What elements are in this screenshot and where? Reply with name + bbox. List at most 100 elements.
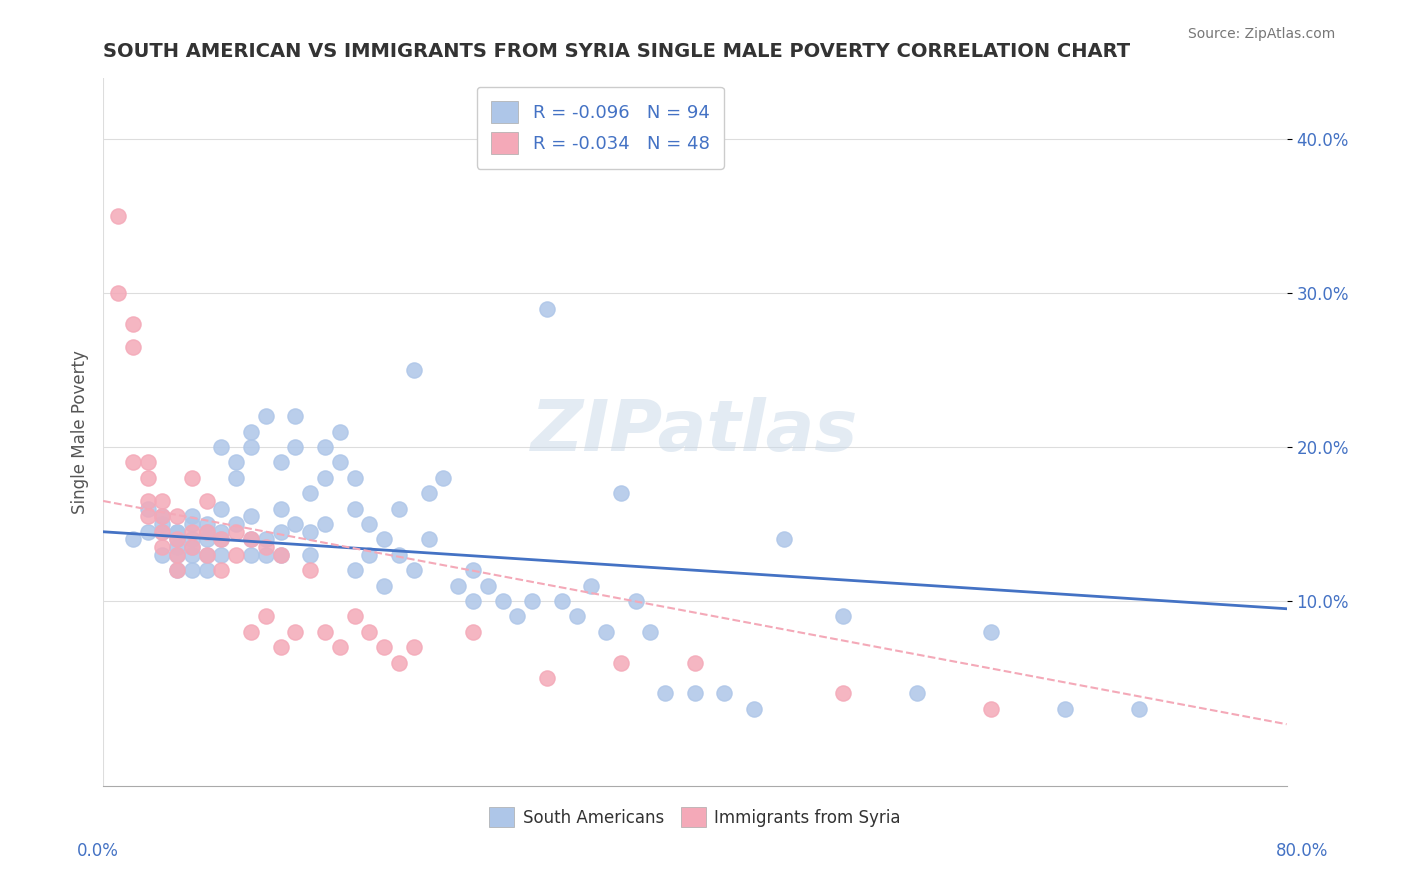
Point: [180, 540, 202, 554]
Point: [195, 548, 218, 562]
Point: [402, 363, 425, 377]
Point: [270, 548, 292, 562]
Point: [166, 524, 188, 539]
Point: [359, 624, 381, 639]
Point: [683, 656, 706, 670]
Point: [402, 640, 425, 655]
Point: [654, 686, 676, 700]
Point: [388, 501, 411, 516]
Point: [136, 494, 159, 508]
Point: [150, 517, 173, 532]
Legend: South Americans, Immigrants from Syria: South Americans, Immigrants from Syria: [482, 800, 907, 834]
Point: [461, 624, 484, 639]
Point: [225, 548, 247, 562]
Point: [314, 517, 336, 532]
Point: [270, 548, 292, 562]
Point: [1053, 702, 1076, 716]
Point: [195, 533, 218, 547]
Point: [299, 486, 322, 500]
Point: [180, 548, 202, 562]
Point: [195, 494, 218, 508]
Point: [284, 409, 307, 424]
Point: [150, 524, 173, 539]
Point: [136, 509, 159, 524]
Point: [225, 471, 247, 485]
Text: Source: ZipAtlas.com: Source: ZipAtlas.com: [1188, 27, 1336, 41]
Point: [166, 548, 188, 562]
Point: [180, 540, 202, 554]
Point: [742, 702, 765, 716]
Point: [166, 524, 188, 539]
Point: [506, 609, 529, 624]
Point: [980, 702, 1002, 716]
Point: [211, 440, 233, 454]
Point: [240, 533, 263, 547]
Point: [980, 624, 1002, 639]
Point: [299, 548, 322, 562]
Point: [225, 455, 247, 469]
Point: [150, 509, 173, 524]
Point: [343, 563, 366, 577]
Point: [270, 455, 292, 469]
Point: [166, 563, 188, 577]
Point: [565, 609, 588, 624]
Point: [166, 533, 188, 547]
Point: [150, 509, 173, 524]
Point: [254, 540, 277, 554]
Point: [240, 624, 263, 639]
Text: 80.0%: 80.0%: [1277, 842, 1329, 860]
Point: [136, 501, 159, 516]
Point: [624, 594, 647, 608]
Point: [314, 624, 336, 639]
Point: [195, 517, 218, 532]
Point: [136, 524, 159, 539]
Point: [329, 640, 352, 655]
Point: [581, 579, 603, 593]
Point: [107, 286, 129, 301]
Point: [195, 524, 218, 539]
Point: [343, 471, 366, 485]
Point: [240, 509, 263, 524]
Point: [240, 425, 263, 439]
Text: 0.0%: 0.0%: [77, 842, 120, 860]
Point: [195, 548, 218, 562]
Text: ZIPatlas: ZIPatlas: [531, 397, 859, 467]
Point: [195, 563, 218, 577]
Point: [150, 548, 173, 562]
Point: [254, 533, 277, 547]
Point: [180, 509, 202, 524]
Point: [270, 501, 292, 516]
Point: [418, 533, 440, 547]
Point: [299, 524, 322, 539]
Point: [225, 517, 247, 532]
Point: [211, 524, 233, 539]
Point: [373, 579, 395, 593]
Point: [329, 455, 352, 469]
Point: [195, 524, 218, 539]
Point: [225, 524, 247, 539]
Point: [284, 624, 307, 639]
Point: [359, 517, 381, 532]
Point: [640, 624, 662, 639]
Point: [520, 594, 543, 608]
Point: [595, 624, 617, 639]
Point: [314, 440, 336, 454]
Point: [150, 540, 173, 554]
Point: [166, 548, 188, 562]
Point: [136, 471, 159, 485]
Point: [447, 579, 470, 593]
Point: [121, 340, 143, 354]
Point: [240, 440, 263, 454]
Point: [150, 494, 173, 508]
Point: [270, 640, 292, 655]
Point: [905, 686, 928, 700]
Point: [831, 609, 853, 624]
Point: [343, 609, 366, 624]
Point: [284, 517, 307, 532]
Point: [536, 671, 558, 685]
Point: [1128, 702, 1150, 716]
Point: [713, 686, 735, 700]
Point: [150, 524, 173, 539]
Point: [240, 548, 263, 562]
Point: [180, 524, 202, 539]
